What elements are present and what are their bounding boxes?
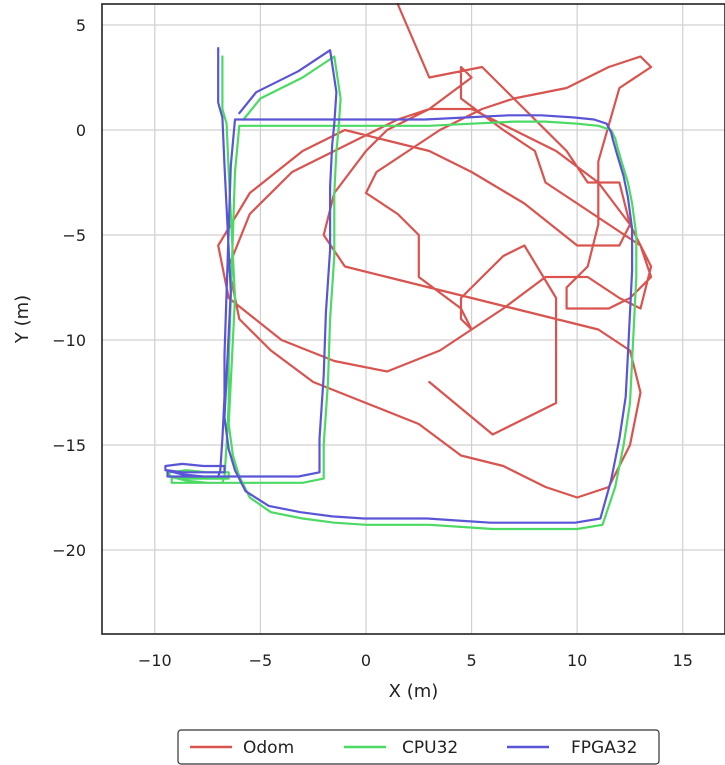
- series-lines: [164, 2, 653, 531]
- grid: [102, 4, 725, 634]
- series-line-odom: [217, 2, 653, 499]
- x-axis-label: X (m): [389, 681, 439, 702]
- plot-frame: [101, 3, 725, 635]
- series-line-fpga32: [164, 46, 634, 524]
- x-tick-labels: −10 −5 0 5 10 15: [138, 651, 693, 670]
- y-tick-label: 5: [76, 16, 86, 35]
- x-tick-label: −10: [138, 651, 172, 670]
- legend-label: Odom: [243, 738, 294, 758]
- y-tick-label: −10: [52, 331, 86, 350]
- legend-box: [177, 729, 660, 765]
- legend-label: FPGA32: [571, 738, 637, 758]
- x-tick-label: 10: [567, 651, 587, 670]
- x-tick-label: 5: [466, 651, 476, 670]
- x-tick-label: 0: [361, 651, 371, 670]
- x-tick-label: 15: [673, 651, 693, 670]
- legend: Odom CPU32 FPGA32: [177, 729, 660, 765]
- y-axis-label: Y (m): [12, 295, 33, 344]
- y-tick-label: −15: [52, 436, 86, 455]
- series-line-cpu32: [168, 55, 638, 531]
- y-tick-label: −20: [52, 541, 86, 560]
- legend-label: CPU32: [402, 738, 458, 758]
- y-tick-labels: 5 0 −5 −10 −15 −20: [52, 16, 86, 560]
- x-tick-label: −5: [249, 651, 273, 670]
- y-tick-label: 0: [76, 121, 86, 140]
- y-tick-label: −5: [62, 226, 86, 245]
